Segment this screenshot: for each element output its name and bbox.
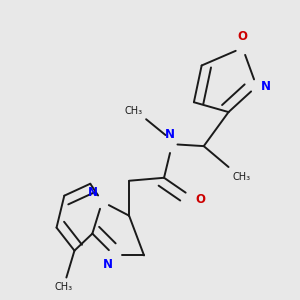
Text: O: O <box>196 194 206 206</box>
Text: N: N <box>103 258 113 272</box>
Text: CH₃: CH₃ <box>124 106 142 116</box>
Text: CH₃: CH₃ <box>232 172 250 182</box>
Text: N: N <box>165 128 175 141</box>
Text: O: O <box>238 29 248 43</box>
Text: N: N <box>260 80 271 93</box>
Text: CH₃: CH₃ <box>54 282 73 292</box>
Text: N: N <box>88 186 98 199</box>
